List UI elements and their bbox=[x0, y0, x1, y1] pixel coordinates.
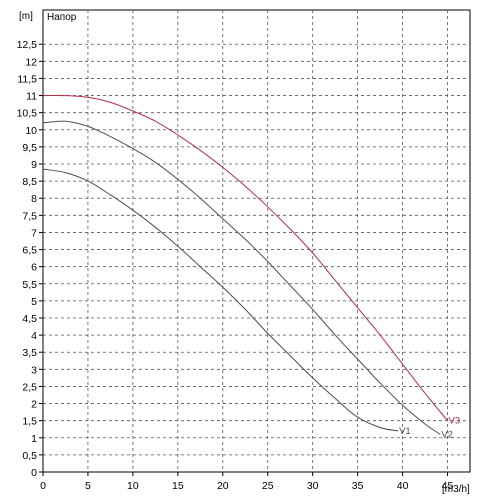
y-tick-label: 4,5 bbox=[22, 313, 37, 325]
y-tick-label: 7 bbox=[31, 227, 37, 239]
x-tick-label: 40 bbox=[397, 480, 409, 492]
y-tick-label: 4 bbox=[31, 330, 37, 342]
y-tick-label: 12,5 bbox=[17, 39, 38, 51]
series-label-v2: V2 bbox=[441, 429, 453, 440]
series-line-v3 bbox=[42, 94, 448, 422]
x-tick-label: 25 bbox=[262, 480, 274, 492]
x-tick-label: 30 bbox=[307, 480, 319, 492]
y-tick-label: 11 bbox=[26, 91, 37, 103]
y-tick-label: 0,5 bbox=[22, 450, 37, 462]
x-tick-label: 45 bbox=[442, 480, 454, 492]
series-line-v1 bbox=[42, 168, 399, 432]
y-tick-label: 2 bbox=[31, 399, 37, 411]
y-tick-label: 3,5 bbox=[22, 347, 37, 359]
x-tick-label: 10 bbox=[127, 480, 139, 492]
y-tick-label: 0 bbox=[31, 467, 37, 479]
x-axis: 0 5 10 15 20 25 30 35 40 45 bbox=[40, 472, 454, 492]
y-tick-label: 3 bbox=[31, 364, 37, 376]
y-tick-label: 7,5 bbox=[22, 210, 37, 222]
y-tick-label: 9 bbox=[31, 159, 37, 171]
y-tick-label: 5,5 bbox=[22, 279, 37, 291]
grid bbox=[43, 10, 470, 472]
y-tick-label: 1 bbox=[31, 433, 37, 445]
x-axis-unit: [m3/h] bbox=[442, 484, 470, 495]
series-line-v2 bbox=[42, 120, 441, 435]
y-tick-label: 1,5 bbox=[22, 416, 37, 428]
y-tick-label: 6,5 bbox=[22, 245, 37, 257]
x-tick-label: 35 bbox=[352, 480, 364, 492]
x-tick-label: 0 bbox=[40, 480, 46, 492]
series-lines bbox=[42, 94, 448, 435]
series-labels: V1 V2 V3 bbox=[399, 416, 460, 441]
series-label-v3: V3 bbox=[449, 416, 461, 427]
y-axis: 00,511,522,533,544,555,566,577,588,599,5… bbox=[17, 39, 43, 479]
y-tick-label: 9,5 bbox=[22, 142, 37, 154]
x-tick-label: 20 bbox=[217, 480, 229, 492]
y-tick-label: 5 bbox=[31, 296, 37, 308]
y-tick-label: 8 bbox=[31, 193, 37, 205]
y-tick-label: 2,5 bbox=[22, 381, 37, 393]
plot-frame bbox=[42, 9, 471, 473]
y-axis-unit: [m] bbox=[19, 11, 33, 22]
y-tick-label: 10,5 bbox=[17, 108, 38, 120]
y-tick-label: 12 bbox=[25, 56, 37, 68]
y-tick-label: 10 bbox=[25, 125, 37, 137]
y-tick-label: 8,5 bbox=[22, 176, 37, 188]
x-tick-label: 15 bbox=[172, 480, 184, 492]
series-label-v1: V1 bbox=[399, 426, 411, 437]
y-tick-label: 11,5 bbox=[17, 73, 37, 85]
chart-title: Напор bbox=[47, 12, 77, 23]
x-tick-label: 5 bbox=[85, 480, 91, 492]
y-tick-label: 6 bbox=[31, 262, 37, 274]
